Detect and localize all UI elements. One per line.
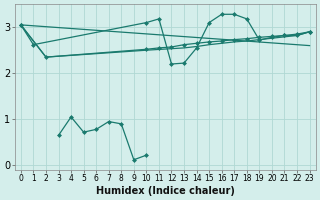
X-axis label: Humidex (Indice chaleur): Humidex (Indice chaleur) bbox=[96, 186, 235, 196]
